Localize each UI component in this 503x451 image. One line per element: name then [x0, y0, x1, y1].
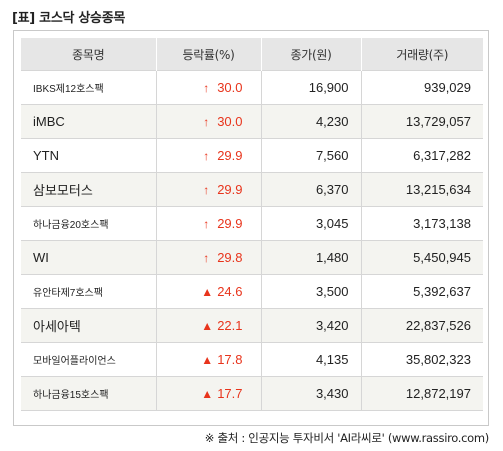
change-rate-cell: ↑ 29.8	[155, 240, 261, 275]
change-rate-value: 17.7	[217, 386, 243, 401]
change-rate-cell: ▲ 22.1	[155, 308, 261, 343]
closing-price: 3,045	[260, 206, 361, 241]
header-name: 종목명	[21, 38, 156, 71]
change-rate-cell: ▲ 17.8	[155, 342, 261, 377]
stock-name: iMBC	[21, 104, 156, 139]
arrow-up-icon: ↑	[203, 81, 210, 95]
closing-price: 1,480	[260, 240, 361, 275]
change-rate-value: 29.9	[217, 148, 243, 163]
change-rate-value: 22.1	[217, 318, 243, 333]
closing-price: 7,560	[260, 138, 361, 173]
table-frame: 종목명 등락률(%) 종가(원) 거래량(주) IBKS제12호스팩 ↑ 30.0 1…	[13, 30, 489, 426]
trading-volume: 5,450,945	[360, 240, 483, 275]
table-row: IBKS제12호스팩 ↑ 30.0 16,900 939,029	[21, 70, 483, 105]
stock-name: 유안타제7호스팩	[21, 274, 156, 309]
trading-volume: 22,837,526	[360, 308, 483, 343]
table-row: iMBC ↑ 30.0 4,230 13,729,057	[21, 104, 483, 139]
source-footer: ※ 출처 : 인공지능 투자비서 'AI라씨로' (www.rassiro.co…	[204, 431, 490, 445]
table-row: 유안타제7호스팩 ▲ 24.6 3,500 5,392,637	[21, 274, 483, 309]
trading-volume: 13,215,634	[360, 172, 483, 207]
change-rate-cell: ↑ 30.0	[155, 104, 261, 139]
trading-volume: 12,872,197	[360, 376, 483, 411]
change-rate-value: 17.8	[217, 352, 243, 367]
closing-price: 4,230	[260, 104, 361, 139]
header-rate: 등락률(%)	[155, 38, 261, 71]
trading-volume: 13,729,057	[360, 104, 483, 139]
table-row: 아세아텍 ▲ 22.1 3,420 22,837,526	[21, 308, 483, 343]
change-rate-cell: ↑ 30.0	[155, 70, 261, 105]
trading-volume: 939,029	[360, 70, 483, 105]
table-header-row: 종목명 등락률(%) 종가(원) 거래량(주)	[21, 38, 483, 71]
header-price: 종가(원)	[260, 38, 361, 71]
stock-name: 하나금융15호스팩	[21, 376, 156, 411]
closing-price: 16,900	[260, 70, 361, 105]
change-rate-value: 29.9	[217, 182, 243, 197]
closing-price: 3,500	[260, 274, 361, 309]
table-row: 삼보모터스 ↑ 29.9 6,370 13,215,634	[21, 172, 483, 207]
triangle-up-icon: ▲	[201, 319, 214, 333]
change-rate-cell: ▲ 17.7	[155, 376, 261, 411]
header-volume: 거래량(주)	[360, 38, 483, 71]
stock-name: 삼보모터스	[21, 172, 156, 207]
trading-volume: 35,802,323	[360, 342, 483, 377]
arrow-up-icon: ↑	[203, 115, 210, 129]
stock-name: 아세아텍	[21, 308, 156, 343]
change-rate-cell: ↑ 29.9	[155, 172, 261, 207]
table-row: 하나금융20호스팩 ↑ 29.9 3,045 3,173,138	[21, 206, 483, 241]
change-rate-value: 24.6	[217, 284, 243, 299]
stock-name: 하나금융20호스팩	[21, 206, 156, 241]
table-row: WI ↑ 29.8 1,480 5,450,945	[21, 240, 483, 275]
page-title: [표] 코스닥 상승종목	[12, 11, 126, 26]
change-rate-cell: ▲ 24.6	[155, 274, 261, 309]
stock-name: YTN	[21, 138, 156, 173]
closing-price: 3,430	[260, 376, 361, 411]
table-row: 모바일어플라이언스 ▲ 17.8 4,135 35,802,323	[21, 342, 483, 377]
change-rate-cell: ↑ 29.9	[155, 138, 261, 173]
stock-name: 모바일어플라이언스	[21, 342, 156, 377]
change-rate-value: 30.0	[217, 114, 243, 129]
stock-table: 종목명 등락률(%) 종가(원) 거래량(주) IBKS제12호스팩 ↑ 30.0 1…	[21, 38, 483, 411]
table-row: 하나금융15호스팩 ▲ 17.7 3,430 12,872,197	[21, 376, 483, 411]
closing-price: 4,135	[260, 342, 361, 377]
change-rate-value: 29.8	[217, 250, 243, 265]
triangle-up-icon: ▲	[201, 387, 214, 401]
change-rate-value: 29.9	[217, 216, 243, 231]
trading-volume: 3,173,138	[360, 206, 483, 241]
arrow-up-icon: ↑	[203, 251, 210, 265]
arrow-up-icon: ↑	[203, 183, 210, 197]
arrow-up-icon: ↑	[203, 149, 210, 163]
arrow-up-icon: ↑	[203, 217, 210, 231]
closing-price: 3,420	[260, 308, 361, 343]
table-row: YTN ↑ 29.9 7,560 6,317,282	[21, 138, 483, 173]
triangle-up-icon: ▲	[201, 353, 214, 367]
trading-volume: 5,392,637	[360, 274, 483, 309]
stock-name: IBKS제12호스팩	[21, 70, 156, 105]
stock-name: WI	[21, 240, 156, 275]
trading-volume: 6,317,282	[360, 138, 483, 173]
closing-price: 6,370	[260, 172, 361, 207]
change-rate-cell: ↑ 29.9	[155, 206, 261, 241]
triangle-up-icon: ▲	[201, 285, 214, 299]
change-rate-value: 30.0	[217, 80, 243, 95]
